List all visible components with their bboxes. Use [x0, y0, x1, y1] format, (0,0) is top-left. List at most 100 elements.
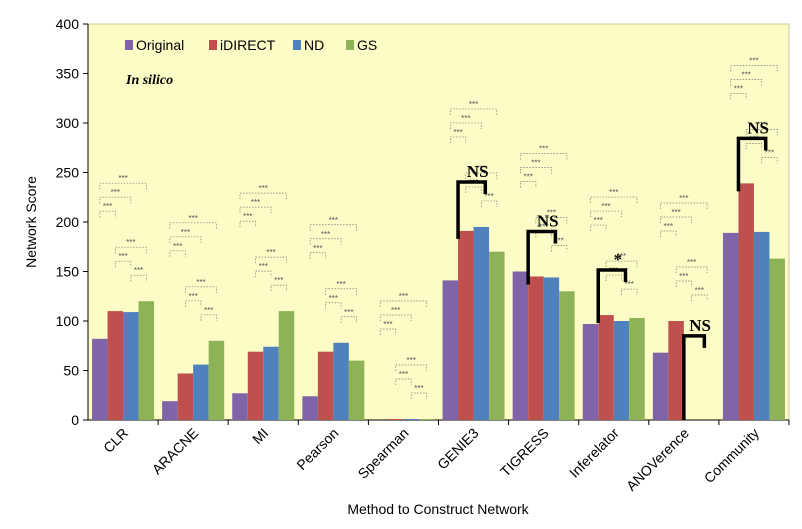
sig-bracket — [379, 328, 397, 336]
sig-bracket — [465, 172, 498, 179]
sig-label: *** — [617, 252, 626, 261]
sig-label: *** — [266, 248, 275, 257]
sig-bracket — [449, 122, 482, 129]
sig-bracket-major — [736, 136, 768, 192]
sig-bracket — [520, 153, 568, 160]
sig-label: *** — [118, 174, 127, 183]
bar-nd-clr — [123, 312, 139, 420]
bar-nd-aracne — [193, 364, 209, 420]
sig-bracket — [255, 270, 272, 278]
sig-label: *** — [134, 266, 143, 275]
bars — [92, 183, 785, 420]
sig-label: *** — [118, 252, 127, 261]
x-tick-label: Inferelator — [566, 425, 622, 481]
sig-bracket — [660, 230, 677, 237]
legend-swatch-gs — [346, 40, 354, 50]
sig-label: *** — [103, 202, 112, 211]
sig-label: *** — [196, 278, 205, 287]
x-axis-title: Method to Construct Network — [347, 501, 529, 517]
x-tick-label: TIGRESS — [497, 425, 552, 480]
x-tick-label: Community — [701, 425, 762, 486]
sig-bracket — [325, 302, 342, 309]
legend-label-idirect: iDIRECT — [220, 37, 276, 53]
bar-original-tigress — [512, 271, 529, 420]
sig-bracket — [675, 266, 708, 273]
bar-original-community — [722, 232, 739, 420]
sig-bracket-major — [456, 180, 488, 239]
bar-idirect-inferelator — [598, 315, 614, 420]
sig-label: *** — [742, 70, 751, 79]
sig-label: *** — [625, 280, 634, 289]
sig-label: *** — [765, 148, 774, 157]
bar-nd-spearman — [403, 419, 419, 420]
sig-label: *** — [539, 223, 548, 232]
sig-label: *** — [204, 306, 213, 315]
sig-label: *** — [181, 228, 190, 237]
legend-swatch-nd — [293, 40, 301, 50]
sig-bracket — [590, 196, 638, 204]
sig-label: *** — [111, 188, 120, 197]
sig-label: *** — [383, 320, 392, 329]
y-tick-label: 250 — [56, 165, 80, 181]
category-labels: CLR ARACNE MI Pearson Spearman GENIE3 TIGRESS I… — [100, 420, 790, 494]
sig-bracket — [590, 210, 622, 218]
x-tick-label: MI — [249, 425, 271, 447]
sig-bracket — [590, 224, 607, 232]
sig-label: *** — [679, 194, 688, 203]
sig-bracket — [114, 246, 147, 254]
bar-gs-tigress — [559, 291, 575, 420]
sig-bracket — [520, 167, 552, 174]
sig-bracket — [99, 196, 132, 204]
sig-bracket — [340, 316, 357, 323]
sig-label: *** — [336, 280, 345, 289]
sig-label: *** — [313, 244, 322, 253]
bar-original-inferelator — [582, 323, 599, 420]
sig-bracket — [675, 280, 692, 287]
sig-bracket — [309, 238, 342, 245]
bar-original-genie3 — [442, 280, 459, 420]
sig-label: *** — [188, 214, 197, 223]
sig-bracket — [410, 392, 428, 400]
sig-bracket — [255, 256, 287, 264]
bar-original-clr — [92, 338, 108, 420]
sig-bracket — [169, 236, 202, 243]
sig-bracket — [660, 202, 708, 209]
y-axis-title: Network Score — [23, 176, 39, 268]
bar-idirect-tigress — [528, 276, 544, 420]
sig-bracket — [200, 314, 217, 321]
sig-label: *** — [344, 308, 353, 317]
y-tick-label: 350 — [56, 66, 80, 82]
sig-bracket — [730, 93, 747, 100]
sig-bracket — [449, 108, 498, 115]
legend-label-original: Original — [136, 37, 184, 53]
sig-bracket — [309, 224, 357, 231]
sig-bracket — [480, 200, 498, 207]
x-tick-label: GENIE3 — [434, 425, 482, 473]
sig-bracket — [239, 192, 287, 200]
sig-bracket-major — [682, 334, 707, 420]
bar-original-anoverence — [652, 352, 669, 420]
sig-label: *** — [671, 208, 680, 217]
sig-bracket — [520, 181, 537, 188]
sig-bracket — [761, 157, 778, 164]
sig-bracket — [239, 220, 256, 228]
sig-bracket — [449, 136, 467, 143]
sig-label: *** — [594, 216, 603, 225]
sig-bracket — [185, 300, 202, 307]
sig-bracket — [270, 284, 287, 292]
sig-label: *** — [757, 120, 766, 129]
bar-original-mi — [232, 393, 248, 420]
bar-nd-tigress — [543, 277, 560, 420]
sig-label: *** — [461, 114, 470, 123]
bar-nd-genie3 — [473, 226, 490, 420]
bar-nd-inferelator — [613, 321, 630, 420]
sig-label: *** — [414, 384, 423, 393]
bar-gs-mi — [278, 311, 295, 420]
y-axis: 0 50 100 150 200 250 300 350 400 — [56, 16, 89, 428]
y-tick-label: 0 — [71, 412, 79, 428]
sig-bracket — [99, 210, 116, 218]
sig-label: *** — [523, 173, 532, 182]
legend-label-nd: ND — [304, 37, 324, 53]
bar-idirect-aracne — [177, 373, 194, 420]
bar-gs-clr — [138, 301, 155, 420]
